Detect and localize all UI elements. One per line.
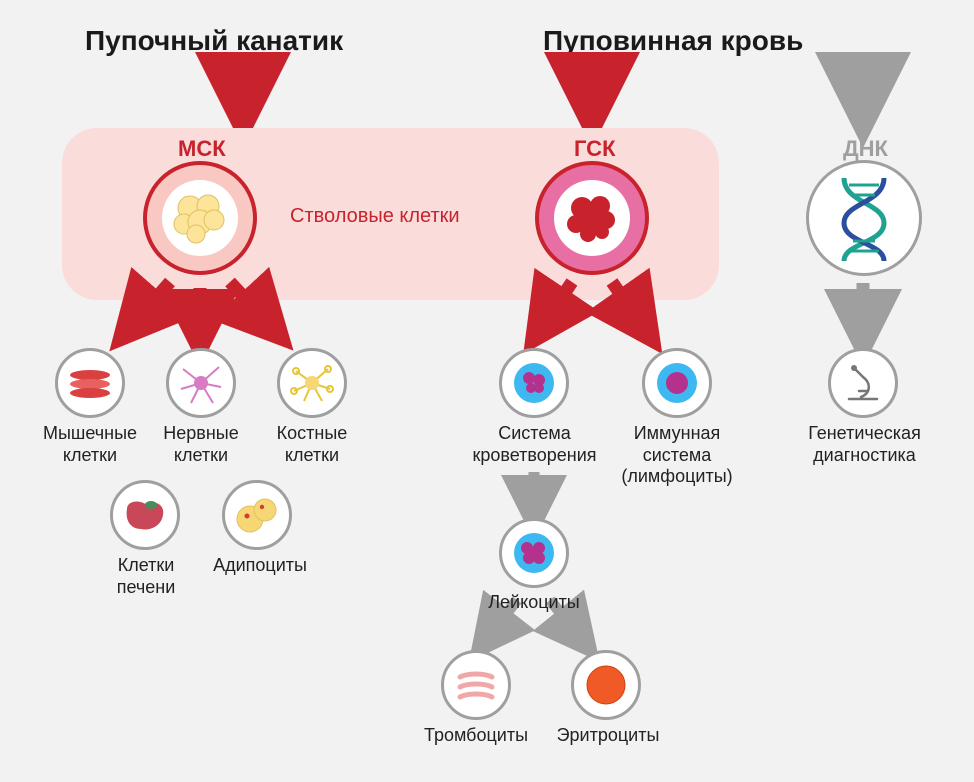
erythrocyte-label: Эритроциты	[548, 725, 668, 747]
adipo-label: Адипоциты	[205, 555, 315, 577]
microscope-icon	[828, 348, 898, 418]
muscle-cell-icon	[55, 348, 125, 418]
immune-label: Иммуннаясистема(лимфоциты)	[617, 423, 737, 488]
muscle-label: Мышечныеклетки	[40, 423, 140, 466]
immune-icon	[642, 348, 712, 418]
nerve-cell-icon	[166, 348, 236, 418]
liver-label: Клеткипечени	[96, 555, 196, 598]
leukocyte-icon	[499, 518, 569, 588]
erythrocyte-icon	[571, 650, 641, 720]
thrombocyte-label: Тромбоциты	[416, 725, 536, 747]
leukocyte-label: Лейкоциты	[479, 592, 589, 614]
blood-system-icon	[499, 348, 569, 418]
adipocyte-icon	[222, 480, 292, 550]
bone-label: Костныеклетки	[262, 423, 362, 466]
thrombocyte-icon	[441, 650, 511, 720]
bone-cell-icon	[277, 348, 347, 418]
genetic-label: Генетическаядиагностика	[797, 423, 932, 466]
liver-icon	[110, 480, 180, 550]
nerve-label: Нервныеклетки	[151, 423, 251, 466]
blood-system-label: Системакроветворения	[467, 423, 602, 466]
